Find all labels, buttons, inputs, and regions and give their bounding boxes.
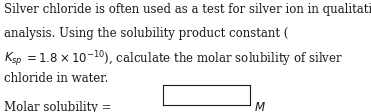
Text: Silver chloride is often used as a test for silver ion in qualitative: Silver chloride is often used as a test … [4,3,371,16]
Text: $= 1.8 \times 10^{-10}$), calculate the molar solubility of silver: $= 1.8 \times 10^{-10}$), calculate the … [24,50,343,69]
Text: $M$: $M$ [254,101,266,112]
Text: $K_{sp}$: $K_{sp}$ [4,50,23,67]
Text: chloride in water.: chloride in water. [4,72,109,85]
Text: analysis. Using the solubility product constant (: analysis. Using the solubility product c… [4,27,289,40]
Text: Molar solubility =: Molar solubility = [4,101,112,112]
